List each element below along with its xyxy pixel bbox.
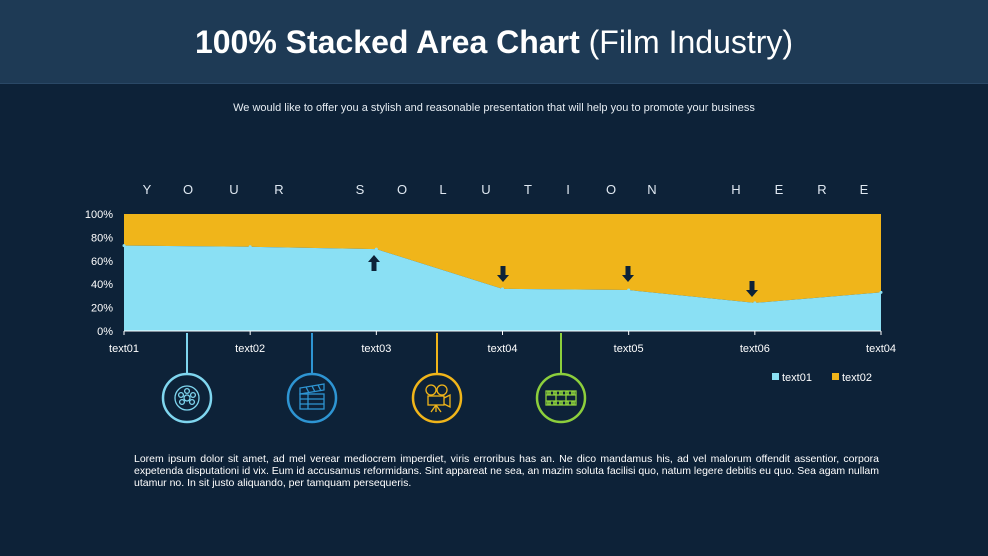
subtitle: We would like to offer you a stylish and… bbox=[233, 102, 755, 114]
banner-letter: Y bbox=[143, 182, 152, 197]
legend-swatch-text02 bbox=[832, 373, 839, 380]
area-series-text01 bbox=[124, 245, 881, 331]
data-point-text01 bbox=[501, 287, 504, 291]
title-bold: 100% Stacked Area Chart bbox=[194, 24, 580, 60]
legend-label-text01: text01 bbox=[782, 372, 812, 384]
area-series-text02 bbox=[124, 214, 881, 303]
x-tick-label: text03 bbox=[361, 343, 391, 355]
banner-letter: R bbox=[274, 182, 283, 197]
x-tick-label: text06 bbox=[740, 343, 770, 355]
icon-circle bbox=[161, 372, 213, 424]
title-bar bbox=[0, 0, 988, 84]
film-reel-icon bbox=[174, 385, 200, 411]
data-point-text01 bbox=[374, 247, 378, 251]
x-tick-label: text02 bbox=[235, 343, 265, 355]
y-tick-label: 20% bbox=[91, 303, 113, 315]
body-paragraph: Lorem ipsum dolor sit amet, ad mel verea… bbox=[134, 453, 879, 489]
legend-label-text02: text02 bbox=[842, 372, 872, 384]
legend-swatch-text01 bbox=[772, 373, 779, 380]
icon-circle bbox=[411, 372, 463, 424]
y-tick-label: 40% bbox=[91, 279, 113, 291]
banner-letter: U bbox=[229, 182, 238, 197]
arrow-up-icon bbox=[368, 255, 380, 271]
icon-circle bbox=[535, 372, 587, 424]
arrow-down-icon bbox=[746, 281, 758, 297]
banner-letter: E bbox=[860, 182, 869, 197]
banner-letter: S bbox=[356, 182, 365, 197]
banner-letter: L bbox=[439, 182, 446, 197]
x-tick-label: text01 bbox=[109, 343, 139, 355]
banner-letter: T bbox=[524, 182, 532, 197]
data-point-text01 bbox=[753, 301, 757, 305]
x-tick-label: text04 bbox=[866, 343, 896, 355]
data-point-text01 bbox=[122, 244, 126, 248]
y-tick-label: 100% bbox=[85, 209, 113, 221]
banner-letter: E bbox=[775, 182, 784, 197]
y-tick-label: 80% bbox=[91, 232, 113, 244]
banner-letter: O bbox=[397, 182, 407, 197]
data-point-text01 bbox=[879, 290, 883, 294]
y-tick-label: 0% bbox=[97, 326, 113, 338]
banner-letter: I bbox=[566, 182, 570, 197]
title-normal: (Film Industry) bbox=[588, 24, 794, 60]
banner-letter: N bbox=[647, 182, 656, 197]
banner-letter: O bbox=[183, 182, 193, 197]
banner-letter: H bbox=[731, 182, 740, 197]
arrow-down-icon bbox=[622, 266, 634, 282]
data-point-text01 bbox=[627, 288, 631, 292]
movie-camera-icon bbox=[425, 384, 451, 413]
icon-circle bbox=[286, 372, 338, 424]
banner-letter: R bbox=[817, 182, 826, 197]
x-tick-label: text05 bbox=[614, 343, 644, 355]
film-strip-icon bbox=[545, 390, 577, 406]
data-point-text01 bbox=[248, 245, 252, 249]
x-tick-label: text04 bbox=[488, 343, 518, 355]
clapperboard-icon bbox=[299, 383, 325, 410]
banner-letter: U bbox=[481, 182, 490, 197]
y-tick-label: 60% bbox=[91, 256, 113, 268]
banner-letter: O bbox=[606, 182, 616, 197]
arrow-down-icon bbox=[497, 266, 509, 282]
page-title: 100% Stacked Area Chart (Film Industry) bbox=[0, 22, 988, 62]
